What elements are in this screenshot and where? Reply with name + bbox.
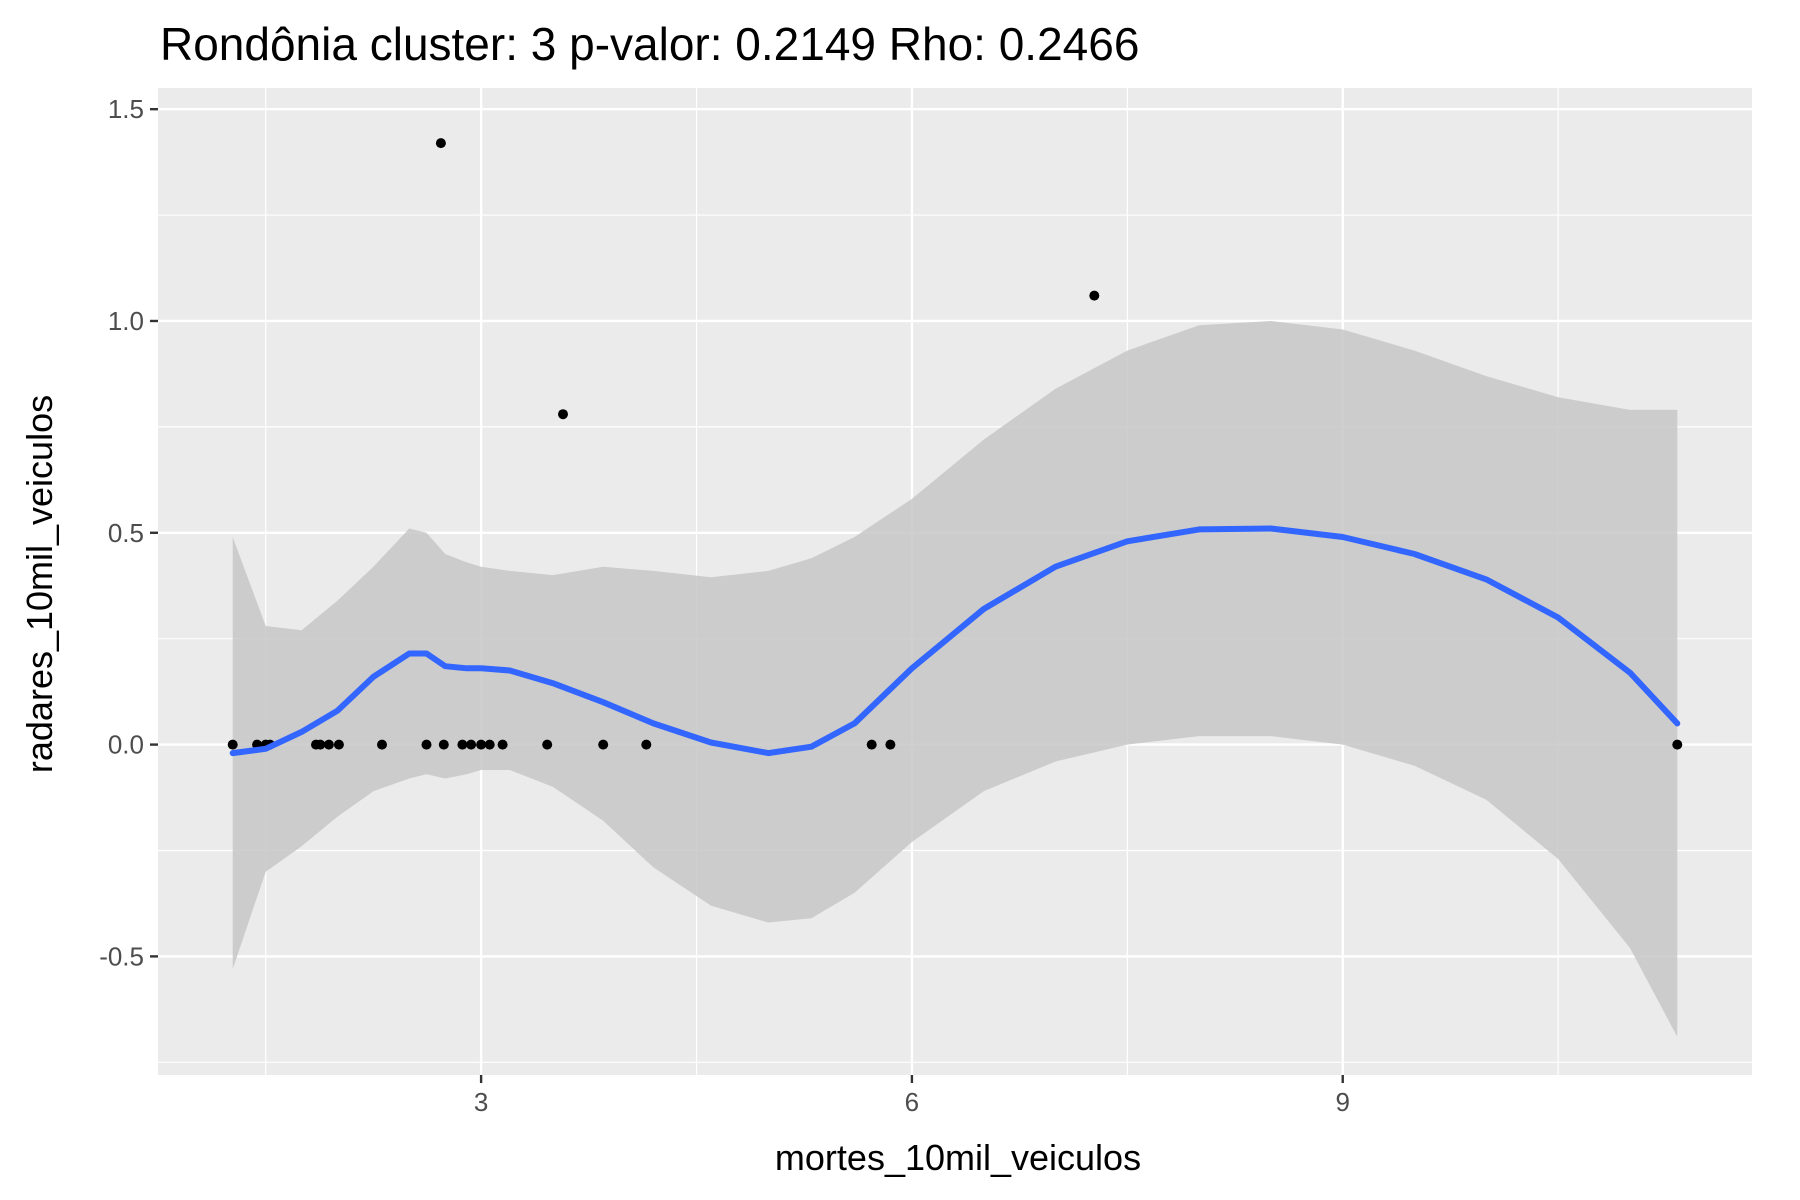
data-point (558, 409, 568, 420)
data-point (438, 739, 449, 750)
data-point (377, 739, 387, 750)
y-tick-label: -0.5 (99, 941, 144, 971)
data-point (333, 739, 344, 750)
data-point (641, 739, 652, 750)
y-tick-label: 1.5 (108, 94, 144, 124)
y-tick-label: 1.0 (108, 306, 144, 336)
data-point (323, 739, 334, 750)
data-point (435, 138, 446, 149)
y-tick-label: 0.5 (108, 518, 144, 548)
data-point (421, 739, 432, 750)
data-point (466, 739, 477, 750)
data-point (885, 739, 896, 750)
data-point (598, 739, 609, 750)
data-point (1089, 290, 1100, 301)
data-point (1672, 739, 1683, 750)
data-point (497, 739, 508, 750)
y-axis-ticks: -0.5 0.0 0.5 1.0 1.5 (99, 94, 158, 971)
data-point (227, 739, 238, 750)
y-axis-title: radares_10mil_veiculos (19, 395, 60, 773)
data-point (315, 739, 326, 750)
data-point (476, 739, 487, 750)
x-tick-label: 9 (1335, 1087, 1349, 1117)
smooth-line (229, 525, 1681, 757)
data-points (227, 138, 1683, 750)
x-tick-label: 3 (474, 1087, 488, 1117)
chart-title: Rondônia cluster: 3 p-valor: 0.2149 Rho:… (160, 18, 1139, 70)
y-tick-label: 0.0 (108, 730, 144, 760)
data-point (542, 739, 553, 750)
x-axis-ticks: 3 6 9 (474, 1075, 1350, 1117)
data-point (484, 739, 495, 750)
confidence-band (232, 321, 1678, 1037)
x-axis-title: mortes_10mil_veiculos (775, 1137, 1141, 1178)
x-tick-label: 6 (905, 1087, 919, 1117)
data-point (866, 739, 877, 750)
data-point (457, 739, 468, 750)
